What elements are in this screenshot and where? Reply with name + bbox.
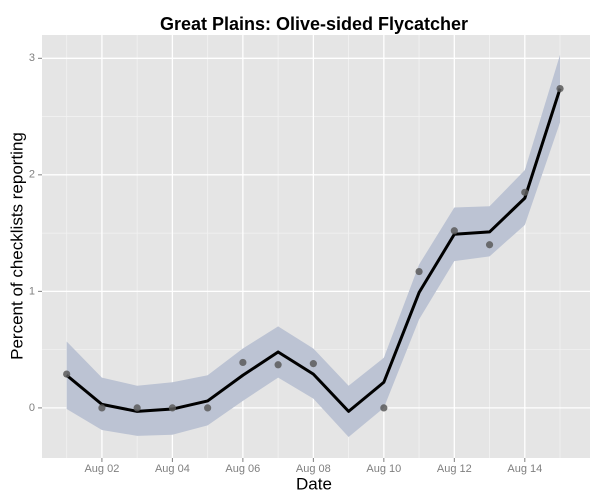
x-tick-label: Aug 14	[507, 463, 542, 475]
x-tick-label: Aug 02	[84, 463, 119, 475]
x-tick-label: Aug 08	[296, 463, 331, 475]
data-point	[239, 358, 247, 367]
data-point	[98, 404, 106, 412]
y-tick-label: 2	[29, 169, 35, 181]
x-axis-title: Date	[296, 474, 332, 493]
data-point	[309, 360, 317, 368]
data-point	[485, 241, 494, 249]
y-tick-label: 3	[29, 52, 35, 64]
data-point	[450, 227, 458, 235]
y-tick-label: 0	[29, 402, 35, 414]
y-axis-title: Percent of checklists reporting	[7, 132, 26, 360]
data-point	[415, 267, 423, 276]
x-tick-label: Aug 04	[155, 463, 190, 475]
data-point	[204, 404, 212, 412]
trend-line	[65, 88, 562, 413]
data-point	[556, 85, 564, 93]
data-point	[133, 404, 141, 412]
chart-title: Great Plains: Olive-sided Flycatcher	[160, 14, 468, 34]
data-point	[274, 361, 282, 369]
data-point	[63, 370, 71, 378]
x-tick-label: Aug 06	[225, 463, 260, 475]
y-tick-label: 1	[29, 285, 35, 297]
data-point	[380, 404, 388, 412]
x-tick-label: Aug 12	[437, 463, 472, 475]
data-point	[168, 404, 176, 412]
data-point	[521, 188, 529, 196]
x-tick-label: Aug 10	[366, 463, 401, 475]
